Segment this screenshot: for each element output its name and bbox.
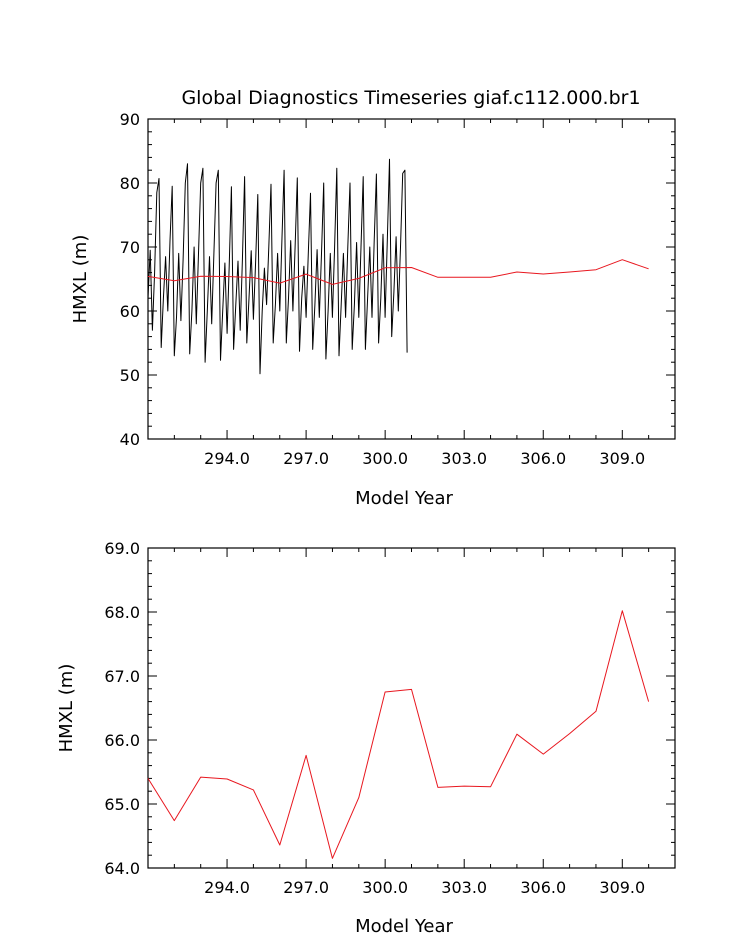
y-tick-label: 64.0 — [104, 859, 140, 878]
x-tick-label: 306.0 — [520, 878, 566, 897]
y-tick-label: 60 — [120, 302, 140, 321]
series-group-top — [147, 158, 649, 375]
timeseries-panel-bottom: 64.0 65.0 66.0 67.0 68.0 69.0 294.0 297.0 300.0… — [56, 539, 676, 937]
y-tick-label: 70 — [120, 238, 140, 257]
y-axis-label-top: HMXL (m) — [70, 235, 91, 324]
tick-marks-bottom — [147, 547, 676, 869]
x-tick-labels-top: 294.0 297.0 300.0 303.0 306.0 309.0 — [204, 449, 645, 468]
y-tick-label: 68.0 — [104, 603, 140, 622]
y-tick-label: 80 — [120, 174, 140, 193]
x-tick-label: 297.0 — [283, 878, 329, 897]
y-axis-label-bottom: HMXL (m) — [56, 664, 77, 753]
plot-frame-bottom — [147, 547, 676, 869]
series-group-bottom — [147, 610, 650, 859]
x-tick-label: 309.0 — [599, 878, 645, 897]
annual-mean-line — [147, 259, 649, 285]
x-tick-label: 306.0 — [520, 449, 566, 468]
x-tick-label: 300.0 — [362, 449, 408, 468]
x-tick-labels-bottom: 294.0 297.0 300.0 303.0 306.0 309.0 — [204, 878, 645, 897]
x-tick-label: 297.0 — [283, 449, 329, 468]
x-tick-label: 309.0 — [599, 449, 645, 468]
x-tick-label: 294.0 — [204, 449, 250, 468]
annual-mean-line — [147, 610, 650, 859]
y-tick-label: 65.0 — [104, 795, 140, 814]
plot-frame-top — [147, 118, 676, 440]
x-tick-label: 303.0 — [441, 878, 487, 897]
x-tick-label: 294.0 — [204, 878, 250, 897]
x-axis-label-top: Model Year — [355, 488, 453, 509]
chart-title: Global Diagnostics Timeseries giaf.c112.… — [181, 87, 640, 109]
y-tick-label: 66.0 — [104, 731, 140, 750]
y-tick-label: 90 — [120, 110, 140, 129]
y-tick-labels-top: 40 50 60 70 80 90 — [120, 110, 140, 449]
tick-marks-top — [147, 118, 676, 440]
x-axis-label-bottom: Model Year — [355, 916, 453, 937]
y-tick-label: 69.0 — [104, 539, 140, 558]
monthly-line — [147, 158, 408, 375]
y-tick-label: 40 — [120, 430, 140, 449]
y-tick-label: 50 — [120, 366, 140, 385]
x-tick-label: 303.0 — [441, 449, 487, 468]
timeseries-panel-top: Global Diagnostics Timeseries giaf.c112.… — [70, 87, 676, 509]
y-tick-label: 67.0 — [104, 667, 140, 686]
y-tick-labels-bottom: 64.0 65.0 66.0 67.0 68.0 69.0 — [104, 539, 140, 878]
x-tick-label: 300.0 — [362, 878, 408, 897]
